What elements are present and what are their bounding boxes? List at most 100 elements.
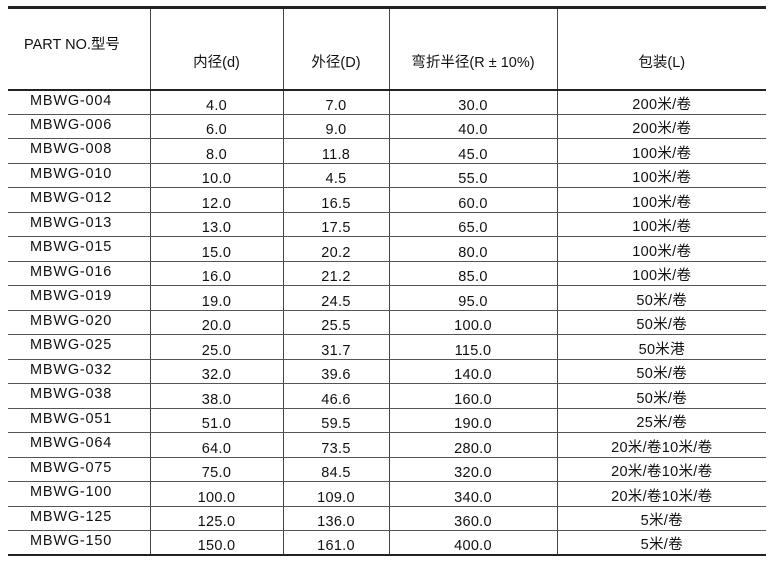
table-row: MBWG-032 32.0 39.6 140.0 50米/卷 (8, 359, 766, 384)
cell-inner-diameter: 100.0 (149, 481, 283, 507)
cell-part-no: MBWG-020 (8, 310, 150, 335)
cell-bend-radius: 40.0 (388, 114, 557, 139)
cell-outer-diameter: 24.5 (282, 285, 389, 311)
cell-outer-diameter: 4.5 (282, 163, 389, 188)
cell-part-no: MBWG-075 (8, 457, 150, 482)
cell-inner-diameter: 12.0 (149, 187, 283, 213)
cell-bend-radius: 45.0 (388, 138, 557, 164)
cell-outer-diameter: 109.0 (282, 481, 389, 507)
cell-packaging: 50米/卷 (556, 383, 766, 409)
cell-packaging: 50米港 (556, 334, 766, 360)
cell-inner-diameter: 4.0 (149, 89, 283, 115)
spec-table-container: PART NO.型号 内径(d) 外径(D) 弯折半径(R ± 10%) 包装(… (8, 6, 766, 556)
cell-part-no: MBWG-125 (8, 506, 150, 531)
cell-packaging: 5米/卷 (556, 530, 766, 556)
cell-outer-diameter: 161.0 (282, 530, 389, 556)
cell-inner-diameter: 25.0 (149, 334, 283, 360)
cell-bend-radius: 60.0 (388, 187, 557, 213)
cell-outer-diameter: 31.7 (282, 334, 389, 360)
cell-part-no: MBWG-038 (8, 383, 150, 409)
cell-inner-diameter: 125.0 (149, 506, 283, 531)
cell-bend-radius: 400.0 (388, 530, 557, 556)
cell-outer-diameter: 46.6 (282, 383, 389, 409)
cell-part-no: MBWG-006 (8, 114, 150, 139)
cell-bend-radius: 360.0 (388, 506, 557, 531)
cell-part-no: MBWG-150 (8, 530, 150, 556)
cell-part-no: MBWG-012 (8, 187, 150, 213)
cell-outer-diameter: 20.2 (282, 236, 389, 262)
header-outer-diameter: 外径(D) (282, 6, 389, 91)
header-packaging: 包装(L) (556, 6, 766, 91)
cell-packaging: 100米/卷 (556, 212, 766, 237)
table-row: MBWG-008 8.0 11.8 45.0 100米/卷 (8, 138, 766, 164)
cell-bend-radius: 190.0 (388, 408, 557, 433)
cell-inner-diameter: 38.0 (149, 383, 283, 409)
cell-inner-diameter: 20.0 (149, 310, 283, 335)
table-header: PART NO.型号 内径(d) 外径(D) 弯折半径(R ± 10%) 包装(… (8, 6, 766, 91)
cell-inner-diameter: 16.0 (149, 261, 283, 286)
table-row: MBWG-004 4.0 7.0 30.0 200米/卷 (8, 89, 766, 115)
cell-bend-radius: 280.0 (388, 432, 557, 458)
cell-bend-radius: 100.0 (388, 310, 557, 335)
table-row: MBWG-150 150.0 161.0 400.0 5米/卷 (8, 530, 766, 556)
cell-packaging: 100米/卷 (556, 236, 766, 262)
table-row: MBWG-006 6.0 9.0 40.0 200米/卷 (8, 114, 766, 139)
cell-bend-radius: 55.0 (388, 163, 557, 188)
cell-outer-diameter: 25.5 (282, 310, 389, 335)
cell-outer-diameter: 11.8 (282, 138, 389, 164)
cell-packaging: 20米/卷10米/卷 (556, 481, 766, 507)
cell-part-no: MBWG-004 (8, 89, 150, 115)
table-row: MBWG-100 100.0 109.0 340.0 20米/卷10米/卷 (8, 481, 766, 507)
cell-part-no: MBWG-032 (8, 359, 150, 384)
cell-bend-radius: 30.0 (388, 89, 557, 115)
cell-part-no: MBWG-025 (8, 334, 150, 360)
cell-packaging: 50米/卷 (556, 310, 766, 335)
cell-bend-radius: 80.0 (388, 236, 557, 262)
table-row: MBWG-025 25.0 31.7 115.0 50米港 (8, 334, 766, 360)
cell-outer-diameter: 73.5 (282, 432, 389, 458)
cell-outer-diameter: 59.5 (282, 408, 389, 433)
header-row: PART NO.型号 内径(d) 外径(D) 弯折半径(R ± 10%) 包装(… (8, 6, 766, 91)
cell-packaging: 200米/卷 (556, 114, 766, 139)
table-row: MBWG-075 75.0 84.5 320.0 20米/卷10米/卷 (8, 457, 766, 482)
cell-part-no: MBWG-064 (8, 432, 150, 458)
table-row: MBWG-051 51.0 59.5 190.0 25米/卷 (8, 408, 766, 433)
cell-packaging: 100米/卷 (556, 138, 766, 164)
table-row: MBWG-038 38.0 46.6 160.0 50米/卷 (8, 383, 766, 409)
cell-packaging: 5米/卷 (556, 506, 766, 531)
cell-packaging: 20米/卷10米/卷 (556, 457, 766, 482)
cell-packaging: 100米/卷 (556, 163, 766, 188)
cell-inner-diameter: 75.0 (149, 457, 283, 482)
table-row: MBWG-125 125.0 136.0 360.0 5米/卷 (8, 506, 766, 531)
cell-outer-diameter: 84.5 (282, 457, 389, 482)
cell-bend-radius: 140.0 (388, 359, 557, 384)
cell-inner-diameter: 15.0 (149, 236, 283, 262)
cell-inner-diameter: 64.0 (149, 432, 283, 458)
spec-table: PART NO.型号 内径(d) 外径(D) 弯折半径(R ± 10%) 包装(… (8, 6, 766, 556)
cell-bend-radius: 340.0 (388, 481, 557, 507)
table-row: MBWG-019 19.0 24.5 95.0 50米/卷 (8, 285, 766, 311)
cell-inner-diameter: 13.0 (149, 212, 283, 237)
header-bend-radius: 弯折半径(R ± 10%) (388, 6, 557, 91)
table-row: MBWG-020 20.0 25.5 100.0 50米/卷 (8, 310, 766, 335)
cell-outer-diameter: 16.5 (282, 187, 389, 213)
cell-bend-radius: 115.0 (388, 334, 557, 360)
cell-packaging: 50米/卷 (556, 359, 766, 384)
cell-part-no: MBWG-008 (8, 138, 150, 164)
cell-part-no: MBWG-010 (8, 163, 150, 188)
header-inner-diameter: 内径(d) (149, 6, 283, 91)
cell-packaging: 100米/卷 (556, 261, 766, 286)
table-row: MBWG-064 64.0 73.5 280.0 20米/卷10米/卷 (8, 432, 766, 458)
cell-inner-diameter: 51.0 (149, 408, 283, 433)
cell-bend-radius: 95.0 (388, 285, 557, 311)
cell-inner-diameter: 150.0 (149, 530, 283, 556)
cell-packaging: 200米/卷 (556, 89, 766, 115)
cell-outer-diameter: 7.0 (282, 89, 389, 115)
cell-bend-radius: 320.0 (388, 457, 557, 482)
cell-inner-diameter: 19.0 (149, 285, 283, 311)
cell-outer-diameter: 21.2 (282, 261, 389, 286)
cell-outer-diameter: 136.0 (282, 506, 389, 531)
cell-inner-diameter: 10.0 (149, 163, 283, 188)
cell-bend-radius: 160.0 (388, 383, 557, 409)
header-part-no: PART NO.型号 (8, 6, 150, 91)
